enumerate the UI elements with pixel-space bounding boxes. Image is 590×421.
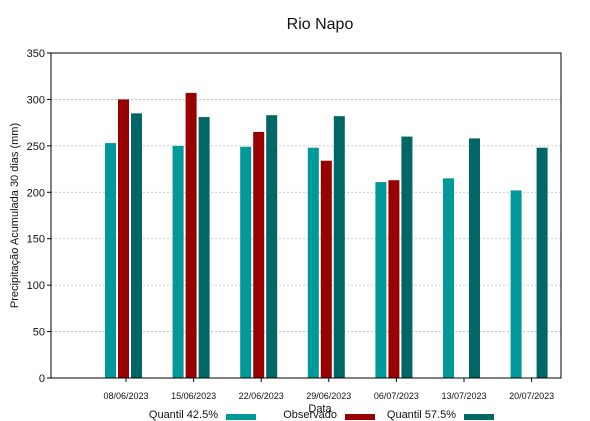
y-tick-label: 250 bbox=[27, 141, 45, 153]
bar-quantil-57-5--1 bbox=[198, 117, 210, 379]
bar-quantil-42-5--3 bbox=[307, 147, 319, 378]
bar-quantil-42-5--2 bbox=[240, 146, 252, 378]
legend-label: Observado bbox=[283, 409, 337, 421]
y-tick-label: 100 bbox=[27, 280, 45, 292]
bar-quantil-57-5--6 bbox=[536, 147, 548, 378]
bar-quantil-42-5--4 bbox=[375, 182, 387, 378]
legend-swatch bbox=[464, 414, 494, 420]
x-tick-label: 29/06/2023 bbox=[306, 391, 351, 401]
legend: Quantil 42.5% Observado Quantil 57.5% bbox=[149, 409, 494, 421]
legend-swatch bbox=[226, 414, 256, 420]
y-tick-label: 150 bbox=[27, 234, 45, 246]
y-tick-labels: 0 50 100 150 200 250 300 350 bbox=[27, 48, 51, 385]
bar-quantil-42-5--6 bbox=[510, 190, 522, 378]
bar-observado-0 bbox=[118, 99, 129, 378]
legend-label: Quantil 57.5% bbox=[387, 409, 456, 421]
bar-quantil-57-5--5 bbox=[469, 138, 480, 378]
x-tick-label: 20/07/2023 bbox=[509, 391, 554, 401]
y-tick-label: 200 bbox=[27, 187, 45, 199]
bars-layer bbox=[105, 92, 548, 379]
bar-quantil-57-5--2 bbox=[266, 115, 278, 378]
y-tick-label: 300 bbox=[27, 94, 45, 106]
x-axis-label: Data bbox=[308, 403, 332, 415]
y-axis-label: Precipitação Acumulada 30 dias (mm) bbox=[9, 123, 21, 308]
bar-observado-4 bbox=[388, 180, 400, 378]
bar-quantil-42-5--1 bbox=[172, 145, 184, 378]
x-tick-labels: 08/06/2023 15/06/2023 22/06/2023 29/06/2023… bbox=[103, 378, 554, 401]
y-tick-label: 350 bbox=[27, 48, 45, 60]
x-tick-label: 15/06/2023 bbox=[171, 391, 216, 401]
y-tick-label: 0 bbox=[39, 373, 45, 385]
bar-quantil-42-5--0 bbox=[105, 143, 116, 378]
bar-observado-3 bbox=[320, 160, 332, 378]
bar-quantil-57-5--3 bbox=[333, 116, 345, 379]
x-tick-label: 13/07/2023 bbox=[441, 391, 486, 401]
chart-title: Rio Napo bbox=[287, 16, 354, 33]
plot-frame bbox=[50, 52, 562, 379]
bar-observado-1 bbox=[185, 92, 197, 378]
bar-quantil-57-5--0 bbox=[131, 113, 142, 378]
x-tick-label: 08/06/2023 bbox=[103, 391, 148, 401]
x-tick-label: 06/07/2023 bbox=[374, 391, 419, 401]
bar-quantil-42-5--5 bbox=[443, 178, 454, 378]
legend-swatch bbox=[345, 414, 375, 420]
y-tick-label: 50 bbox=[33, 327, 45, 339]
bar-quantil-57-5--4 bbox=[401, 136, 413, 378]
x-tick-label: 22/06/2023 bbox=[239, 391, 284, 401]
bar-observado-2 bbox=[253, 131, 265, 378]
legend-label: Quantil 42.5% bbox=[149, 409, 218, 421]
